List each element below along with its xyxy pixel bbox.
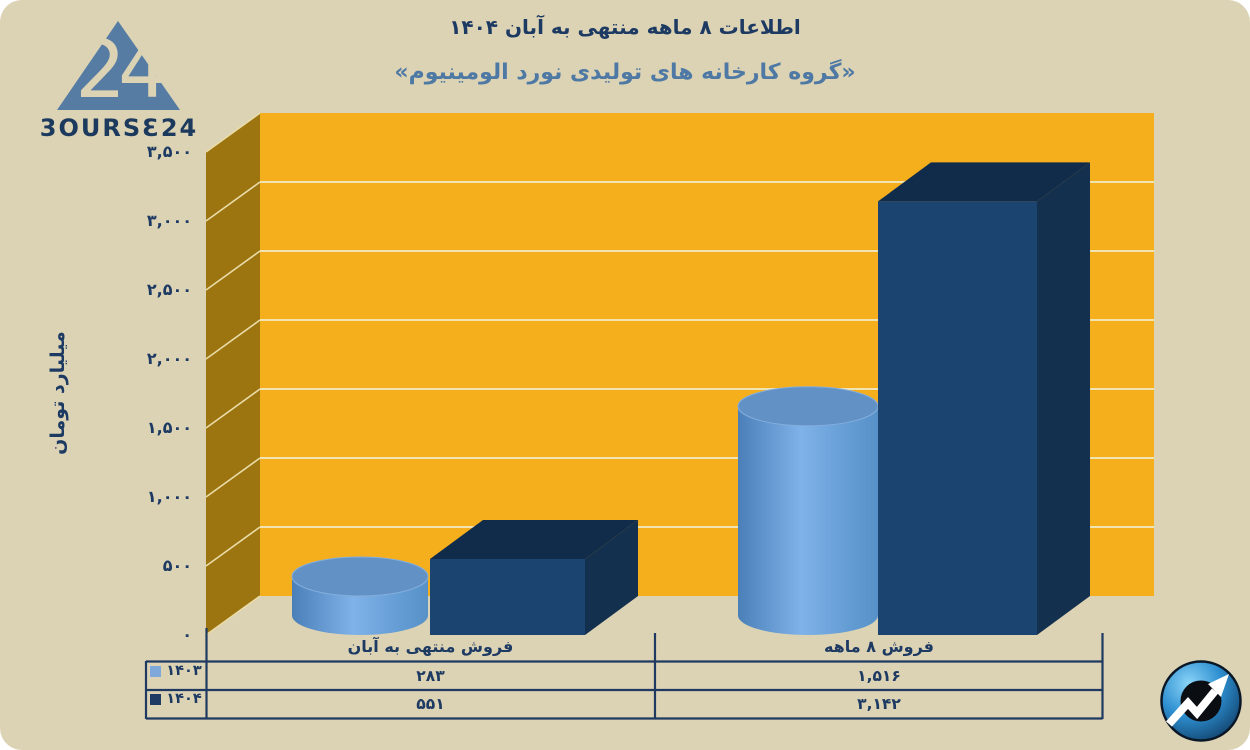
- cylinder-top-1403: [291, 556, 429, 597]
- trend-arrowhead-icon: [1208, 674, 1229, 697]
- legend-swatch-1404: [150, 693, 162, 705]
- table-value-1403-cat1: ۲۸۳: [416, 667, 445, 685]
- chart-side-wall: [206, 113, 260, 635]
- category-label-1: فروش منتهی به آبان: [347, 637, 514, 656]
- y-tick-3500: ۳,۵۰۰: [146, 142, 192, 161]
- y-tick-3000: ۳,۰۰۰: [146, 211, 192, 230]
- cylinder-bar-1403: [738, 406, 878, 635]
- bars-layer: [291, 162, 1090, 636]
- y-tick-1000: ۱,۰۰۰: [146, 487, 192, 506]
- legend-year-1403: ۱۴۰۳: [166, 663, 202, 679]
- table-value-1403-cat2: ۱,۵۱۶: [857, 667, 901, 685]
- side-wall-gridlines: [205, 112, 261, 636]
- y-axis-title: میلیارد تومان: [47, 331, 69, 455]
- box-front-1404: [878, 201, 1037, 636]
- category-label-2: فروش ۸ ماهه: [823, 637, 935, 656]
- page-title: اطلاعات ۸ ماهه منتهی به آبان ۱۴۰۴: [449, 15, 801, 39]
- table-value-1404-cat1: ۵۵۱: [416, 695, 445, 713]
- table-frame: [144, 628, 1104, 720]
- legend-swatch-1403: [150, 665, 162, 677]
- bourse24-logo: 24 3OURSƐ24: [40, 21, 198, 142]
- trend-arrow-icon: [1166, 688, 1219, 727]
- y-tick-0: ۰: [182, 625, 192, 644]
- box-top-1404: [878, 162, 1090, 202]
- box-side-1404: [585, 519, 638, 635]
- logo-triangle-icon: [57, 21, 180, 110]
- trend-ball-logo: [1160, 660, 1242, 742]
- legend-year-1404: ۱۴۰۴: [166, 691, 202, 707]
- logo-wordmark: 3OURSƐ24: [40, 114, 198, 142]
- legend-item-1403: ۱۴۰۳: [147, 663, 205, 679]
- y-tick-1500: ۱,۵۰۰: [146, 418, 192, 437]
- y-tick-2500: ۲,۵۰۰: [146, 280, 192, 299]
- table-value-1404-cat2: ۳,۱۴۲: [857, 695, 901, 713]
- box-top-1404: [430, 519, 638, 559]
- page-subtitle: «گروه کارخانه های تولیدی نورد الومینیوم»: [394, 60, 856, 85]
- cylinder-top-1403: [737, 386, 879, 427]
- y-tick-500: ۵۰۰: [162, 556, 192, 575]
- legend-item-1404: ۱۴۰۴: [147, 691, 205, 707]
- y-tick-2000: ۲,۰۰۰: [146, 349, 192, 368]
- box-side-1404: [1037, 162, 1090, 636]
- box-front-1404: [430, 558, 585, 635]
- logo-24-text: 24: [75, 23, 165, 116]
